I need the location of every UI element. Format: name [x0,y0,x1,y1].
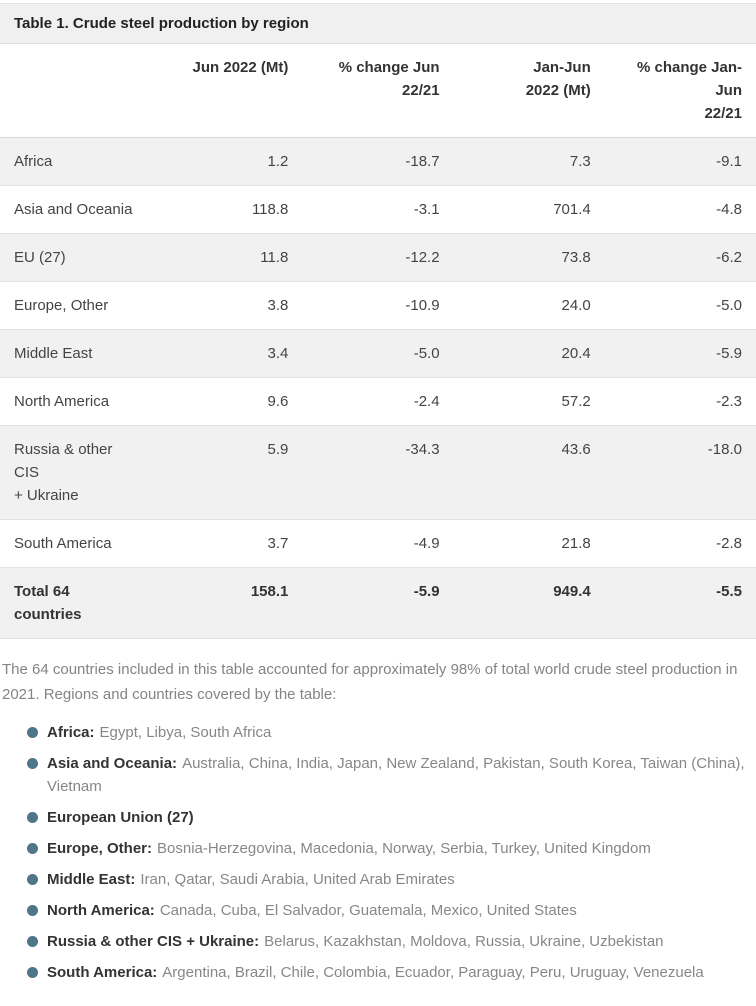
legend-region-label: South America: [47,964,158,981]
table-body: Africa 1.2 -18.7 7.3 -9.1 Asia and Ocean… [0,137,756,639]
legend-countries-text: Australia, China, India, Japan, New Zeal… [47,755,745,795]
value-jun-2022: 158.1 [151,567,303,639]
table-row: Europe, Other 3.8 -10.9 24.0 -5.0 [0,281,756,330]
bullet-icon [27,967,38,978]
table-row: South America 3.7 -4.9 21.8 -2.8 [0,519,756,568]
legend-region-label: European Union (27) [47,809,194,826]
value-jun-2022: 11.8 [151,233,303,282]
region-cell: Europe, Other [0,281,152,330]
region-cell: Russia & other CIS + Ukraine [0,425,152,520]
bullet-icon [27,905,38,916]
value-pct-change-jan-jun: -18.0 [604,425,756,520]
value-pct-change-jun: -2.4 [302,377,454,426]
value-jan-jun-2022: 20.4 [453,329,605,378]
value-pct-change-jan-jun: -2.8 [604,519,756,568]
table-row: Africa 1.2 -18.7 7.3 -9.1 [0,137,756,186]
legend-region-label: Europe, Other: [47,840,153,857]
value-jan-jun-2022: 21.8 [453,519,605,568]
table-footnote: The 64 countries included in this table … [2,661,738,703]
value-pct-change-jun: -5.9 [302,567,454,639]
value-pct-change-jan-jun: -6.2 [604,233,756,282]
legend-region-label: Africa: [47,724,95,741]
legend-countries-text: Belarus, Kazakhstan, Moldova, Russia, Uk… [264,933,664,950]
table-row: North America 9.6 -2.4 57.2 -2.3 [0,377,756,426]
column-header-jun-2022-mt: Jun 2022 (Mt) [151,44,303,138]
legend-item: Russia & other CIS + Ukraine: Belarus, Ka… [0,930,756,953]
table-row: Middle East 3.4 -5.0 20.4 -5.9 [0,329,756,378]
value-pct-change-jan-jun: -5.9 [604,329,756,378]
region-cell: Africa [0,137,152,186]
value-pct-change-jan-jun: -5.0 [604,281,756,330]
value-jan-jun-2022: 24.0 [453,281,605,330]
crude-steel-table: Jun 2022 (Mt) % change Jun 22/21 Jan-Jun… [0,44,756,639]
legend-item: Europe, Other: Bosnia-Herzegovina, Macedo… [0,837,756,860]
value-jan-jun-2022: 73.8 [453,233,605,282]
bullet-icon [27,936,38,947]
table-row: Asia and Oceania 118.8 -3.1 701.4 -4.8 [0,185,756,234]
bullet-icon [27,758,38,769]
value-jan-jun-2022: 57.2 [453,377,605,426]
value-pct-change-jun: -5.0 [302,329,454,378]
bullet-icon [27,843,38,854]
legend-item: Africa: Egypt, Libya, South Africa [0,721,756,744]
value-jun-2022: 3.7 [151,519,303,568]
table-row: EU (27) 11.8 -12.2 73.8 -6.2 [0,233,756,282]
value-jan-jun-2022: 7.3 [453,137,605,186]
value-jun-2022: 5.9 [151,425,303,520]
legend-item: European Union (27) [0,806,756,829]
value-pct-change-jun: -4.9 [302,519,454,568]
region-cell: Middle East [0,329,152,378]
region-cell: North America [0,377,152,426]
region-cell: Asia and Oceania [0,185,152,234]
legend-countries-text: Canada, Cuba, El Salvador, Guatemala, Me… [159,902,577,919]
value-jan-jun-2022: 949.4 [453,567,605,639]
legend-item: South America: Argentina, Brazil, Chile, … [0,961,756,984]
table-header: Jun 2022 (Mt) % change Jun 22/21 Jan-Jun… [0,44,756,138]
column-header-pct-change-jan-jun: % change Jan-Jun 22/21 [604,44,756,138]
legend-countries-text: Bosnia-Herzegovina, Macedonia, Norway, S… [157,840,651,857]
value-jun-2022: 118.8 [151,185,303,234]
value-jun-2022: 3.4 [151,329,303,378]
value-pct-change-jun: -10.9 [302,281,454,330]
value-pct-change-jan-jun: -4.8 [604,185,756,234]
legend-region-label: North America: [47,902,155,919]
value-jun-2022: 3.8 [151,281,303,330]
region-cell: South America [0,519,152,568]
legend-item: Asia and Oceania: Australia, China, India… [0,752,756,798]
value-jun-2022: 9.6 [151,377,303,426]
column-header-jan-jun-2022-mt: Jan-Jun 2022 (Mt) [453,44,605,138]
value-pct-change-jun: -3.1 [302,185,454,234]
legend-countries-text: Egypt, Libya, South Africa [99,724,272,741]
column-header-region [0,44,152,138]
table-row: Total 64 countries 158.1 -5.9 949.4 -5.5 [0,567,756,639]
table-header-row: Jun 2022 (Mt) % change Jun 22/21 Jan-Jun… [0,44,756,138]
value-jan-jun-2022: 701.4 [453,185,605,234]
value-pct-change-jun: -34.3 [302,425,454,520]
bullet-icon [27,812,38,823]
value-pct-change-jan-jun: -2.3 [604,377,756,426]
region-cell: EU (27) [0,233,152,282]
value-pct-change-jun: -12.2 [302,233,454,282]
value-jan-jun-2022: 43.6 [453,425,605,520]
legend-item: North America: Canada, Cuba, El Salvador,… [0,899,756,922]
value-pct-change-jan-jun: -9.1 [604,137,756,186]
column-header-pct-change-jun: % change Jun 22/21 [302,44,454,138]
region-cell: Total 64 countries [0,567,152,639]
legend-countries-text: Argentina, Brazil, Chile, Colombia, Ecua… [162,964,704,981]
table-row: Russia & other CIS + Ukraine 5.9 -34.3 4… [0,425,756,520]
value-pct-change-jun: -18.7 [302,137,454,186]
bullet-icon [27,727,38,738]
value-jun-2022: 1.2 [151,137,303,186]
region-legend-list: Africa: Egypt, Libya, South Africa Asia a… [0,721,756,1006]
value-pct-change-jan-jun: -5.5 [604,567,756,639]
legend-region-label: Asia and Oceania: [47,755,178,772]
table-title: Table 1. Crude steel production by regio… [0,3,756,44]
legend-region-label: Russia & other CIS + Ukraine: [47,933,260,950]
